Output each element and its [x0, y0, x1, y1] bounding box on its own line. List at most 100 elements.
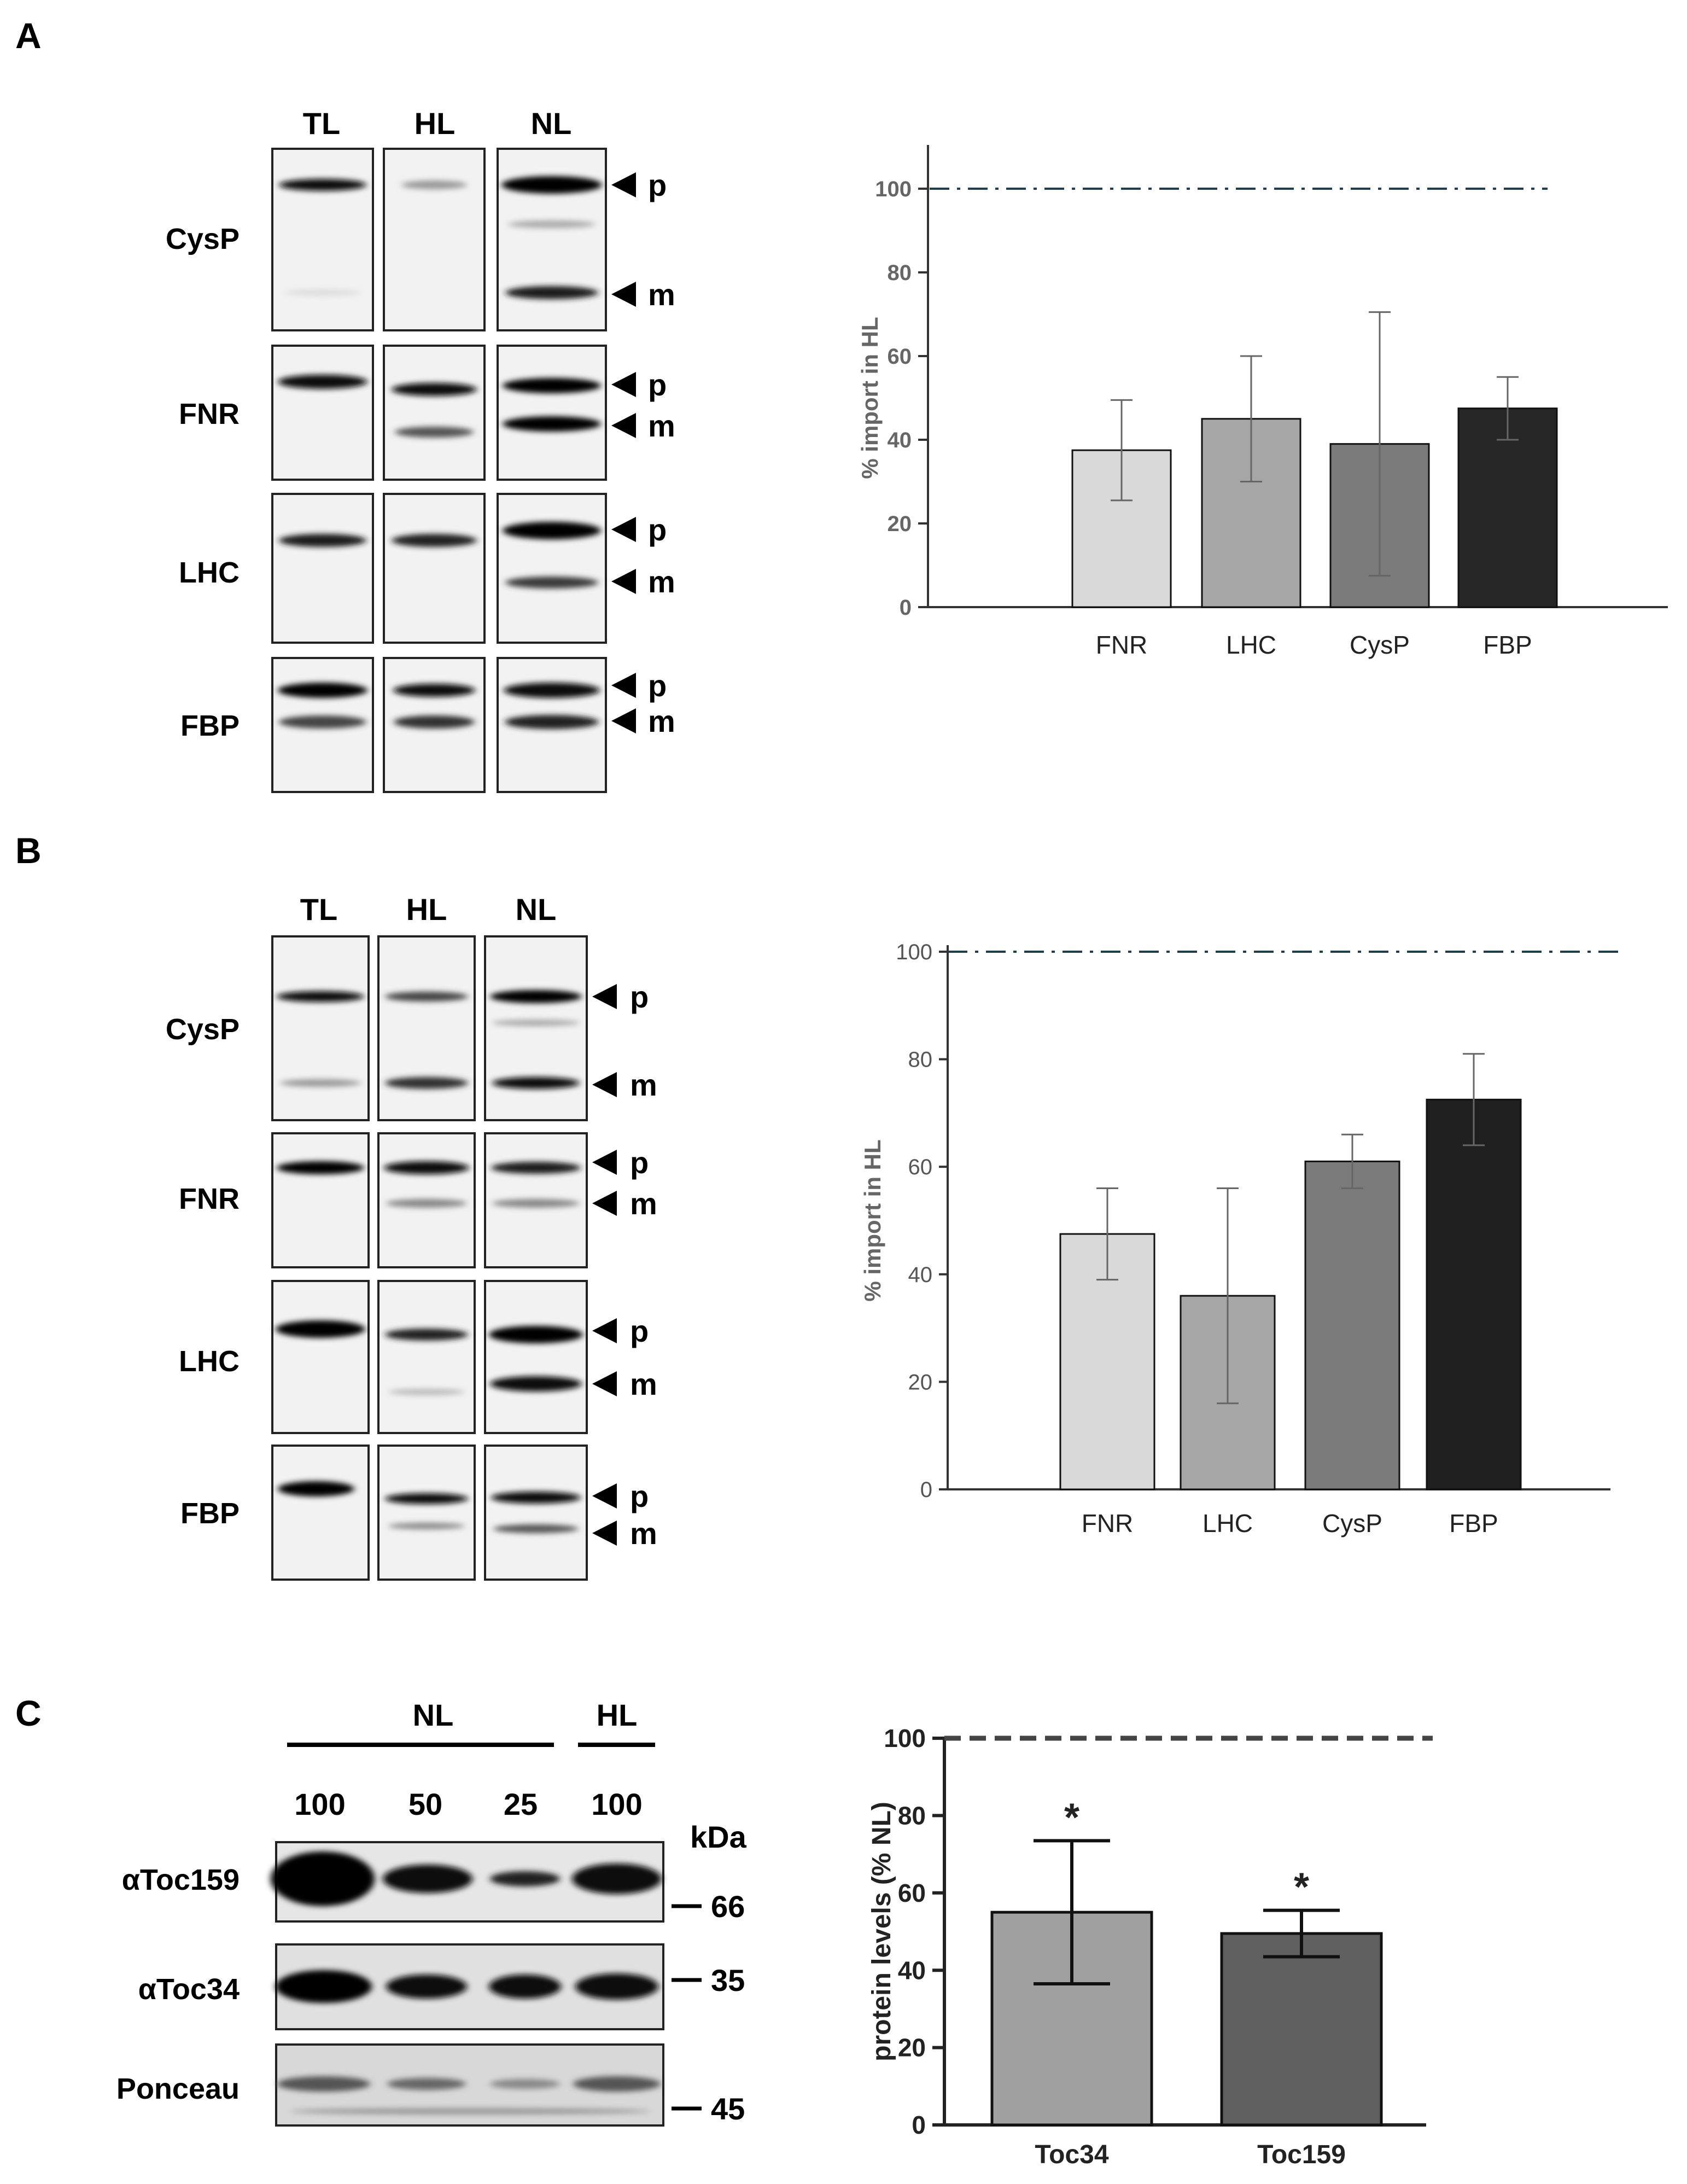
band — [385, 1077, 468, 1089]
panel-b: B TL HL NL CysP FNR LHC FBP — [15, 830, 1619, 1581]
chart-b: 0 20 40 60 80 100 FNR LHC CysP FBP % import in HL — [860, 940, 1619, 1537]
blot-row-label: FBP — [180, 709, 240, 742]
band — [575, 1973, 658, 2000]
blot-row-ponceau — [275, 2043, 664, 2127]
band — [271, 1851, 375, 1906]
blot-lane — [383, 493, 486, 644]
band — [392, 383, 477, 396]
arrowhead-icon — [592, 1318, 617, 1343]
kda-label: kDa — [690, 1820, 747, 1854]
band — [384, 1161, 469, 1174]
y-tick-label: 20 — [908, 1370, 933, 1394]
marker-label: p — [630, 1314, 649, 1348]
band — [503, 416, 601, 432]
band — [386, 1199, 467, 1208]
blot-lane — [484, 1280, 588, 1434]
band — [386, 1975, 467, 1999]
marker-label: p — [648, 668, 667, 703]
lane-value: 25 — [504, 1787, 538, 1821]
arrowhead-icon — [611, 517, 636, 542]
marker-label: m — [630, 1367, 657, 1401]
lane-header: TL — [300, 892, 337, 927]
band — [277, 2076, 370, 2092]
band — [394, 715, 475, 729]
y-tick-label: 0 — [912, 2111, 926, 2139]
significance-marker: * — [1064, 1796, 1079, 1839]
blot-row-label: αToc34 — [138, 1973, 240, 2006]
arrowhead-icon — [611, 372, 636, 397]
band — [276, 1320, 365, 1338]
chart-c: 0 20 40 60 80 100 Toc34 * Toc159 * protein levels … — [867, 1724, 1433, 2169]
arrowhead-icon — [611, 413, 636, 438]
y-tick-label: 60 — [908, 1155, 933, 1179]
arrowhead-icon — [611, 708, 636, 733]
blot-lane — [484, 935, 588, 1121]
arrowhead-icon — [611, 569, 636, 594]
x-tick-label: FBP — [1449, 1509, 1498, 1537]
band — [505, 576, 598, 589]
blot-lane — [271, 345, 374, 481]
blot-lane — [497, 148, 607, 331]
band — [284, 289, 361, 296]
lane-header: HL — [415, 106, 456, 141]
arrowhead-icon — [592, 1072, 617, 1097]
marker-label: m — [648, 277, 675, 312]
blot-lane — [271, 493, 374, 644]
band — [492, 1020, 580, 1026]
band — [501, 176, 602, 194]
blot-lane — [383, 345, 486, 481]
x-tick-label: LHC — [1203, 1509, 1253, 1537]
band — [279, 715, 366, 729]
band — [492, 1077, 580, 1089]
band — [508, 220, 596, 228]
marker-label: m — [630, 1068, 657, 1102]
blot-row-cysp — [271, 148, 607, 331]
band — [388, 1523, 465, 1529]
arrowhead-icon — [592, 1483, 617, 1509]
band — [279, 534, 366, 547]
blot-lane — [497, 493, 607, 644]
blot-lane — [377, 935, 476, 1121]
band — [505, 715, 599, 729]
bar — [1426, 1098, 1522, 1490]
group-label-nl: NL — [413, 1698, 454, 1732]
blot-lane — [497, 345, 607, 481]
band — [277, 1161, 364, 1174]
y-tick-label: 100 — [875, 177, 912, 201]
band — [503, 522, 601, 539]
lane-header: NL — [516, 892, 557, 927]
band — [279, 179, 366, 191]
blot-row-label: LHC — [179, 1345, 240, 1378]
marker-label: p — [648, 512, 667, 547]
band — [573, 2076, 661, 2092]
marker-label: p — [630, 1145, 649, 1180]
blot-row-label: αToc159 — [122, 1863, 240, 1896]
significance-marker: * — [1294, 1866, 1309, 1909]
blot-lane — [484, 1445, 588, 1581]
band — [505, 286, 598, 299]
blot-row-fbp — [271, 657, 607, 793]
band — [388, 1389, 465, 1395]
band — [392, 534, 477, 547]
blot-row-label: FNR — [179, 398, 240, 430]
arrowhead-icon — [611, 172, 636, 197]
arrowhead-icon — [611, 282, 636, 307]
band — [385, 992, 468, 1001]
marker-label: m — [648, 409, 675, 443]
blot-lane — [271, 1280, 370, 1434]
blot-row-toc159 — [271, 1841, 664, 1923]
band — [490, 1376, 582, 1391]
y-tick-label: 20 — [898, 2034, 926, 2062]
blot-row-fnr — [271, 345, 607, 481]
kda-marker: 45 — [711, 2092, 745, 2126]
marker-label: p — [648, 168, 667, 202]
band — [503, 378, 601, 393]
arrowhead-icon — [592, 1191, 617, 1216]
band — [387, 2078, 466, 2090]
band — [280, 1079, 361, 1087]
blot-row-fnr — [271, 1132, 588, 1268]
y-tick-label: 60 — [888, 345, 912, 369]
y-tick-label: 0 — [900, 596, 912, 620]
band — [278, 683, 367, 698]
panel-a-letter: A — [15, 15, 42, 56]
